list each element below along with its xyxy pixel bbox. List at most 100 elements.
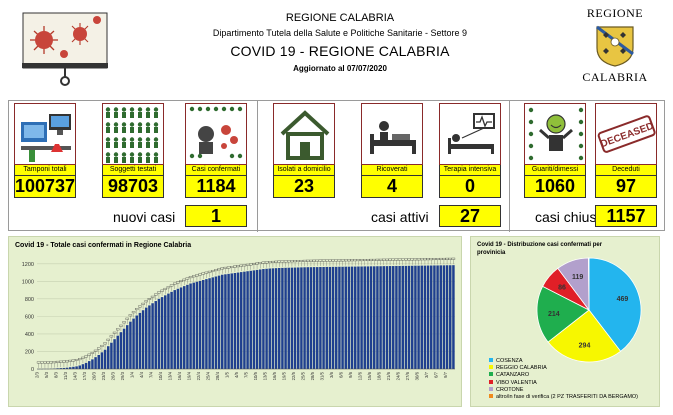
bar-marker xyxy=(141,302,145,305)
legend-label: COSENZA xyxy=(496,358,523,364)
x-tick-label: 19/4 xyxy=(187,371,192,380)
bar xyxy=(322,267,325,369)
bar xyxy=(439,265,442,369)
x-tick-label: 7/4 xyxy=(149,371,154,378)
bar-marker xyxy=(103,342,107,345)
bar xyxy=(293,267,297,369)
bar-marker xyxy=(147,298,152,300)
bar xyxy=(157,298,161,369)
x-tick-label: 25/5 xyxy=(301,371,306,380)
x-tick-label: 9/7 xyxy=(443,371,448,378)
bar xyxy=(290,267,294,369)
x-tick-label: 13/5 xyxy=(263,371,268,380)
x-tick-label: 16/5 xyxy=(272,371,277,380)
bar xyxy=(423,265,427,369)
card-label: Terapia intensiva xyxy=(439,165,501,176)
card-value: 23 xyxy=(273,176,335,198)
bar xyxy=(265,268,268,369)
x-tick-label: 5/3 xyxy=(44,371,49,378)
legend-item: VIBO VALENTIA xyxy=(489,379,638,387)
y-tick-label: 200 xyxy=(25,349,34,355)
bar-marker xyxy=(144,300,148,303)
bar xyxy=(176,288,180,369)
bar xyxy=(287,267,290,369)
x-tick-label: 27/6 xyxy=(405,371,410,380)
bar xyxy=(179,287,183,369)
bar xyxy=(151,303,154,369)
x-tick-label: 13/4 xyxy=(168,371,173,380)
bar xyxy=(167,293,170,369)
legend-label: altro/in fase di verifica (2 PZ TRASFERI… xyxy=(496,394,639,401)
intensive-care-icon xyxy=(448,113,495,154)
legend-label: REGGIO CALABRIA xyxy=(496,365,547,372)
coat-of-arms-icon xyxy=(596,25,634,67)
virus-person-icon xyxy=(189,106,243,159)
bar xyxy=(252,270,256,369)
x-tick-label: 2/3 xyxy=(35,371,40,378)
legend-swatch xyxy=(489,394,493,399)
bar-marker xyxy=(122,321,126,324)
bar-marker xyxy=(163,287,167,290)
bar-chart-svg: 0 200 400 600 800 1000 1200 2/3 5/3 8/3 11/3 14/3 17… xyxy=(22,257,456,380)
x-tick-label: 1/5 xyxy=(225,371,230,378)
x-tick-label: 7/5 xyxy=(244,371,249,378)
bar-marker xyxy=(157,291,161,294)
bar xyxy=(236,272,240,369)
pie-data-label: 2 xyxy=(587,255,591,256)
legend-item: REGGIO CALABRIA xyxy=(489,365,638,372)
bar xyxy=(211,277,214,369)
bar xyxy=(154,301,157,369)
bar xyxy=(97,354,100,369)
x-tick-label: 9/6 xyxy=(348,371,353,378)
card-value: 100737 xyxy=(14,176,76,198)
x-tick-label: 26/3 xyxy=(111,371,116,380)
x-tick-label: 10/5 xyxy=(253,371,258,380)
bar xyxy=(344,266,347,369)
bar xyxy=(103,349,107,369)
bar xyxy=(183,286,186,369)
x-tick-label: 25/4 xyxy=(206,371,211,380)
province-distribution-chart: Covid 19 - Distribuzione casi confermati… xyxy=(470,236,660,407)
bar xyxy=(164,295,167,369)
x-tick-label: 18/6 xyxy=(377,371,382,380)
bar xyxy=(198,280,202,369)
bar-marker xyxy=(451,257,456,260)
bar xyxy=(350,266,354,369)
lab-computer-icon xyxy=(21,114,71,162)
bar xyxy=(230,273,233,369)
bar xyxy=(436,265,439,369)
bar xyxy=(354,266,357,369)
bar xyxy=(65,367,69,369)
legend-item: COSENZA xyxy=(489,358,638,365)
bar xyxy=(189,283,192,369)
virus-board-icon xyxy=(22,12,108,86)
bar xyxy=(445,265,449,369)
bar xyxy=(145,307,148,369)
bar xyxy=(281,267,284,369)
legend-label: CROTONE xyxy=(496,386,524,393)
bar xyxy=(268,268,271,369)
x-tick-label: 3/6 xyxy=(329,371,334,378)
card-label: Soggetti testati xyxy=(102,165,164,176)
bar-marker xyxy=(138,305,142,308)
bar xyxy=(274,268,278,369)
bar xyxy=(407,265,411,369)
x-tick-label: 31/5 xyxy=(320,371,325,380)
legend-swatch xyxy=(489,365,493,370)
bar xyxy=(135,315,138,369)
bar xyxy=(395,265,398,369)
bar-marker xyxy=(166,286,171,289)
house-icon xyxy=(280,110,330,160)
bar-marker xyxy=(169,284,174,287)
bar xyxy=(312,267,316,369)
bar xyxy=(341,266,344,369)
bar xyxy=(392,266,395,369)
bar-marker xyxy=(116,328,120,331)
bar xyxy=(59,368,62,369)
y-tick-label: 800 xyxy=(25,297,34,303)
bar xyxy=(426,265,430,369)
bar xyxy=(262,269,265,369)
x-tick-label: 28/5 xyxy=(310,371,315,380)
bar xyxy=(94,357,97,369)
pie-chart-svg: 469 294 214 86 119 2 xyxy=(536,255,642,363)
